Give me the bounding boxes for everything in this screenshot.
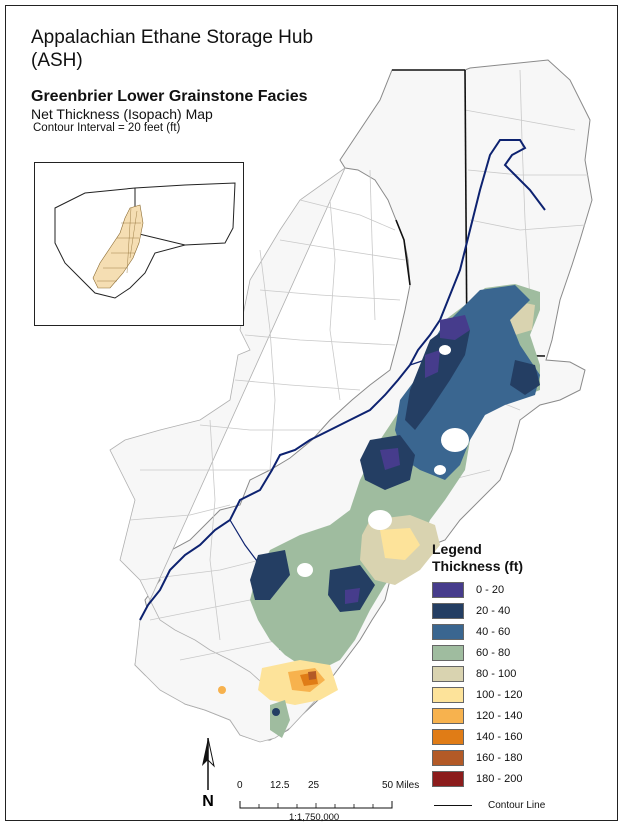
legend-label: 80 - 100 [476,667,517,680]
contour-line-legend: Contour Line [434,800,545,811]
legend-swatch [432,707,464,724]
legend-swatch [432,770,464,787]
legend-swatch [432,728,464,745]
map-type-title: Net Thickness (Isopach) Map [31,106,213,122]
inset-outline [54,182,236,299]
scale-bar: 0 12.5 25 50 Miles [232,780,432,820]
isopach-20-40 [405,325,470,430]
legend-swatch [432,686,464,703]
scale-bar-graphic [239,801,393,809]
isopach-holes [297,345,469,577]
isopach-south-60-80 [270,700,290,738]
isopach-40-60 [395,285,540,480]
contour-line-label: Contour Line [488,800,546,811]
map-frame [5,5,618,821]
legend-row: 20 - 40 [432,600,523,621]
inset-study-area [92,204,144,289]
inset-county-grid [97,207,141,282]
legend-label: 20 - 40 [476,604,511,617]
legend-label: 180 - 200 [476,772,523,785]
legend-row: 160 - 180 [432,747,523,768]
legend-row: 140 - 160 [432,726,523,747]
map-title: Appalachian Ethane Storage Hub (ASH) [31,27,314,71]
isopach-20-40-e [328,565,375,612]
inset-map [34,162,244,326]
isopach-south-core [272,708,280,716]
legend-row: 40 - 60 [432,621,523,642]
isopach-20-40-c [510,360,540,395]
isopach-spot [218,686,226,694]
legend-swatch [432,749,464,766]
legend-swatch [432,644,464,661]
legend-swatch [432,602,464,619]
legend-label: 160 - 180 [476,751,523,764]
scale-tick-label: 12.5 [270,780,290,791]
river [139,139,546,621]
legend-row: 80 - 100 [432,663,523,684]
legend-row: 120 - 140 [432,705,523,726]
scale-ratio: 1:1,750,000 [289,812,340,823]
legend-label: 60 - 80 [476,646,511,659]
legend-label: 140 - 160 [476,730,523,743]
isopach-0-20-d [345,588,360,604]
legend-row: 60 - 80 [432,642,523,663]
scale-tick-label: 0 [237,780,243,791]
north-arrow-icon: N [202,738,215,808]
north-label: N [202,793,214,808]
legend-title: Legend [432,541,482,557]
isopach-south-160-180 [308,671,316,680]
legend-row: 180 - 200 [432,768,523,789]
isopach-100-120 [380,528,420,560]
legend-swatch [432,581,464,598]
legend-row: 0 - 20 [432,579,523,600]
isopach-0-20 [440,315,470,340]
legend-swatch [432,665,464,682]
legend-label: 120 - 140 [476,709,523,722]
scale-tick-label: 50 Miles [382,780,420,791]
legend-row: 100 - 120 [432,684,523,705]
legend-label: 100 - 120 [476,688,523,701]
scale-tick-label: 25 [308,780,320,791]
legend-label: 0 - 20 [476,583,505,596]
contour-interval-note: Contour Interval = 20 feet (ft) [33,122,181,134]
legend-label: 40 - 60 [476,625,511,638]
legend-subtitle: Thickness (ft) [432,558,524,574]
legend-classes: 0 - 20 20 - 40 40 - 60 60 - 80 80 - 100 … [432,579,523,789]
unit-title: Greenbrier Lower Grainstone Facies [31,88,308,105]
legend: Legend Thickness (ft) 0 - 20 20 - 40 40 … [432,541,523,789]
isopach-0-20-b [425,350,440,378]
ohio-southwest-region [109,166,346,743]
legend-swatch [432,623,464,640]
inset-map-drawing [54,182,236,299]
isopach-0-20-c [380,448,400,470]
contour-line-symbol [434,805,472,806]
isopach-20-40-d [250,550,290,600]
